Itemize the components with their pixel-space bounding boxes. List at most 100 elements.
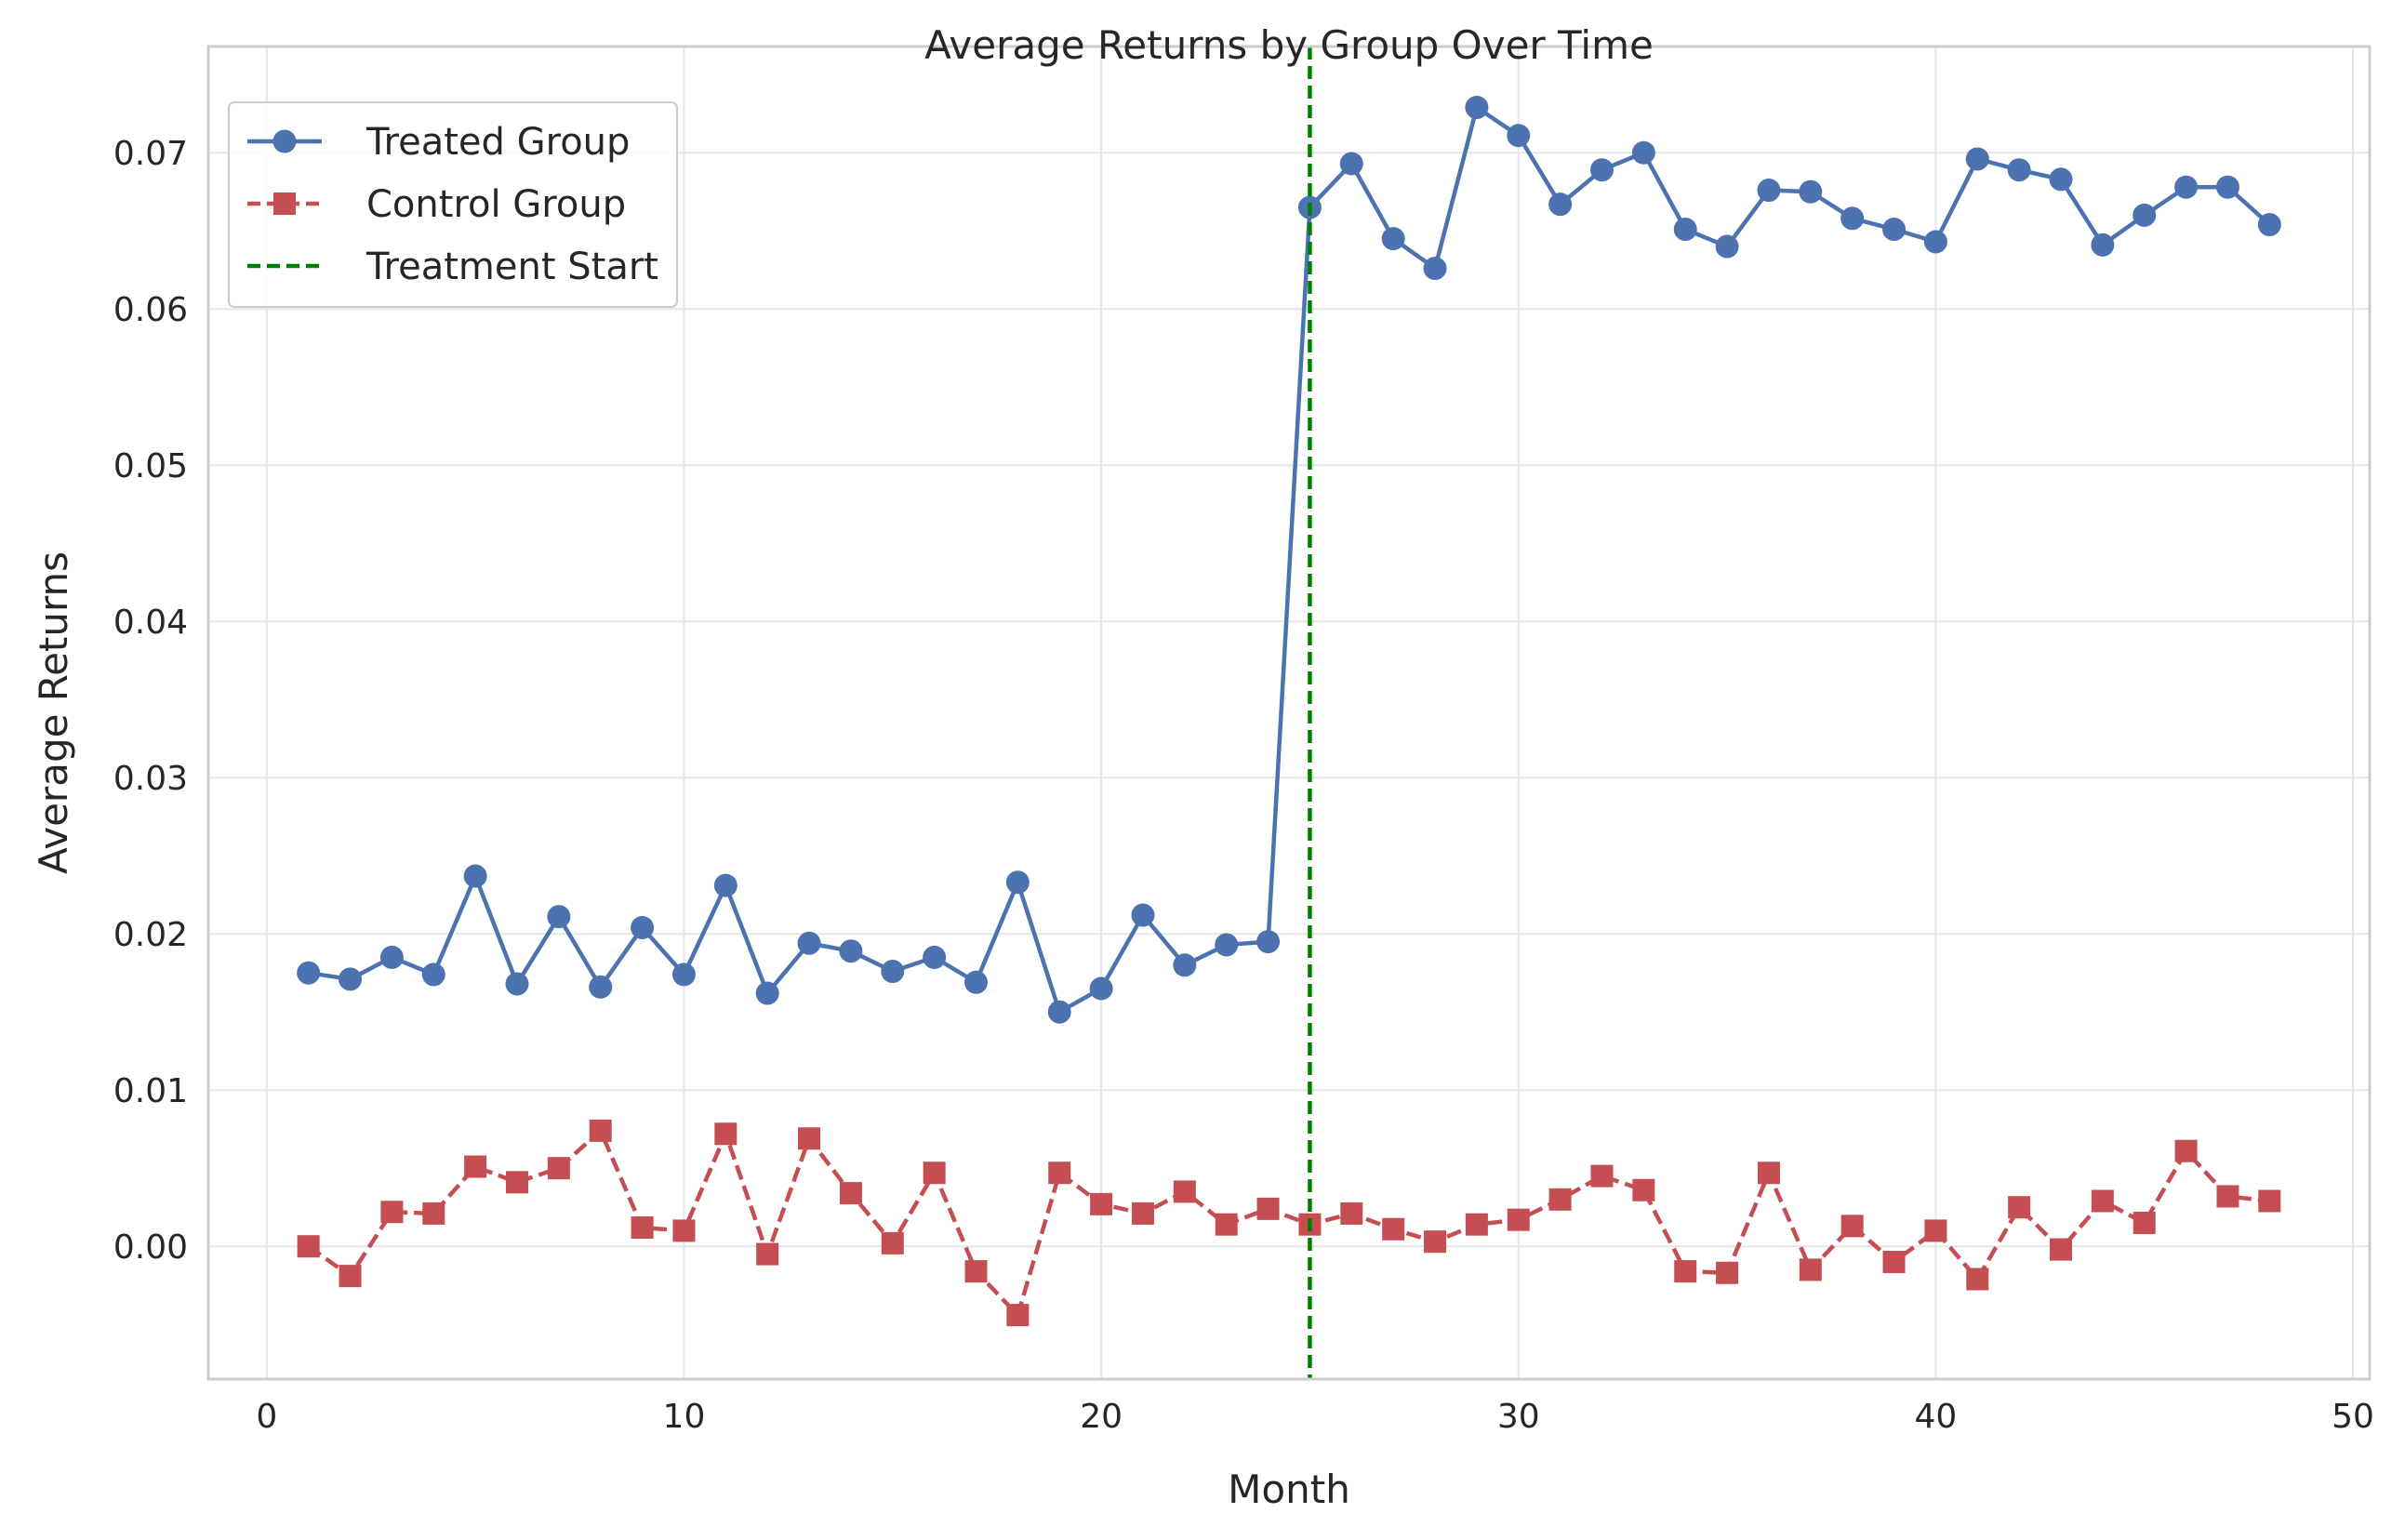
y-axis-label: Average Returns [31,551,76,874]
data-point [2133,203,2157,227]
series-layer [297,96,2281,1327]
data-point [297,1235,320,1258]
data-point [1423,257,1447,281]
data-point [1548,1188,1572,1211]
data-point [1006,1304,1030,1327]
data-point [1381,227,1405,251]
data-point [1507,124,1531,148]
data-point [881,1231,904,1255]
data-point [713,873,737,897]
data-point [1382,1217,1405,1241]
data-point [1965,147,1989,171]
data-point [1923,230,1947,254]
data-point [1924,1219,1947,1242]
data-point [379,945,404,969]
data-point [1465,96,1489,120]
data-point [589,1119,612,1142]
data-point [1966,1268,1989,1291]
data-point [1173,953,1197,977]
y-tick-label: 0.07 [113,135,188,173]
data-point [1716,1261,1739,1284]
y-tick-label: 0.04 [113,604,188,642]
data-point [964,1260,988,1283]
data-point [1674,1260,1697,1283]
data-point [2258,1189,2281,1213]
data-point [756,1242,779,1266]
data-point [1424,1230,1447,1254]
data-point [421,962,445,987]
data-point [1589,158,1614,182]
data-point [1507,1208,1530,1231]
x-tick-label: 20 [1080,1398,1123,1436]
chart-title: Average Returns by Group Over Time [924,22,1654,68]
legend-item: Control Group [247,183,626,226]
data-point [755,981,779,1005]
data-point [1799,1258,1822,1281]
data-point [464,1155,487,1178]
data-point [1131,1201,1154,1225]
data-point [2049,167,2073,192]
data-point [631,1216,654,1240]
data-point [798,1127,821,1150]
legend-item: Treated Group [247,121,630,164]
data-point [2174,175,2199,199]
legend-marker [273,192,296,215]
data-point [631,915,655,939]
data-point [1882,218,1907,242]
series-control [297,1119,2281,1327]
plot-frame [206,45,2372,1381]
data-point [506,1171,528,1194]
y-tick-label: 0.00 [113,1228,188,1267]
data-point [1005,870,1030,895]
data-point [923,945,947,969]
ticks: 0 10 20 30 40 50 0.00 0.01 0.02 0.03 0.04 0.05 0.06 0… [113,135,2374,1436]
data-point [1339,152,1363,176]
data-point [881,960,905,984]
data-point [1089,976,1113,1001]
y-tick-label: 0.06 [113,291,188,329]
data-point [2050,1238,2072,1261]
data-point [1047,1000,1071,1024]
data-point [1340,1201,1363,1225]
data-point [714,1122,737,1146]
series-line [308,105,2271,1015]
legend-item: Treatment Start [247,246,658,288]
x-tick-label: 10 [663,1398,706,1436]
data-point [2133,1212,2156,1235]
data-point [2257,213,2281,237]
y-tick-label: 0.01 [113,1072,188,1110]
legend-label: Treatment Start [365,246,658,288]
data-point [1173,1180,1196,1203]
data-point [2215,175,2239,199]
x-tick-label: 50 [2332,1398,2374,1436]
data-point [839,939,863,963]
data-point [1256,930,1281,954]
data-point [797,931,821,955]
data-point [547,905,571,929]
data-point [589,975,613,999]
y-tick-label: 0.03 [113,760,188,798]
data-point [463,864,487,888]
legend-label: Control Group [366,183,626,226]
data-point [1840,206,1865,231]
data-point [1131,903,1155,927]
x-tick-label: 30 [1497,1398,1540,1436]
data-point [1673,218,1697,242]
x-axis-label: Month [1228,1467,1350,1512]
data-point [1465,1213,1488,1236]
data-point [2091,232,2115,257]
legend: Treated Group Control Group Treatment Star… [228,101,678,308]
data-point [671,962,696,987]
data-point [1590,1164,1614,1188]
data-point [1757,179,1781,203]
data-point [839,1182,862,1205]
data-point [339,1265,362,1288]
data-point [2216,1185,2239,1208]
data-point [297,961,321,985]
data-point [1799,179,1823,204]
data-point [1090,1192,1113,1215]
data-point [964,970,989,994]
x-tick-label: 0 [256,1398,277,1436]
